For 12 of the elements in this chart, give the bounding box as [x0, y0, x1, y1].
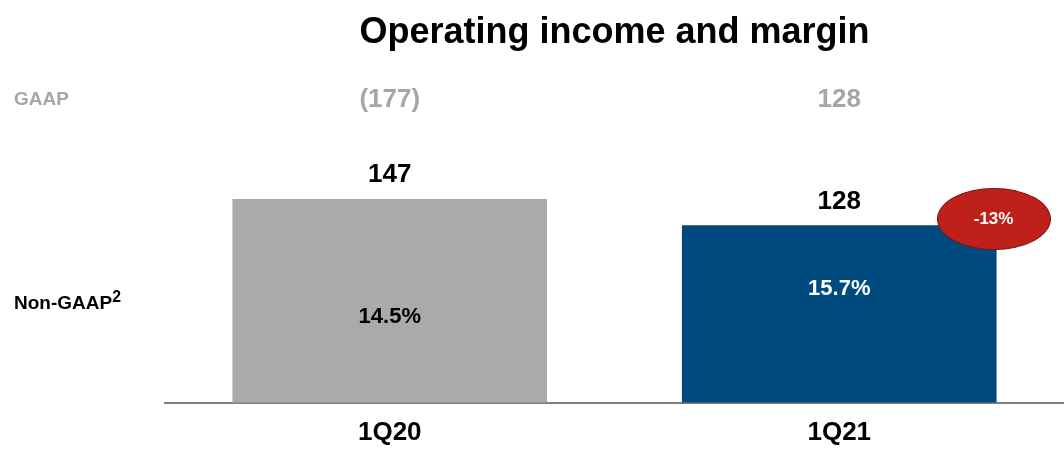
data-label: 147 [368, 158, 412, 189]
annotation: 15.7% [808, 275, 871, 301]
text: Non-GAAP$^{2}$ [14, 288, 121, 315]
data-label: 128 [817, 184, 861, 215]
oval-badge: -13% [936, 188, 1051, 251]
chart-title: Operating income and margin [358, 10, 871, 52]
x-tick-label: 1Q21 [807, 415, 872, 446]
annotation: 14.5% [358, 303, 421, 329]
text: (177) [359, 83, 421, 114]
text: 128 [817, 83, 861, 114]
text: GAAP [14, 88, 69, 110]
x-tick-label: 1Q20 [357, 415, 422, 446]
